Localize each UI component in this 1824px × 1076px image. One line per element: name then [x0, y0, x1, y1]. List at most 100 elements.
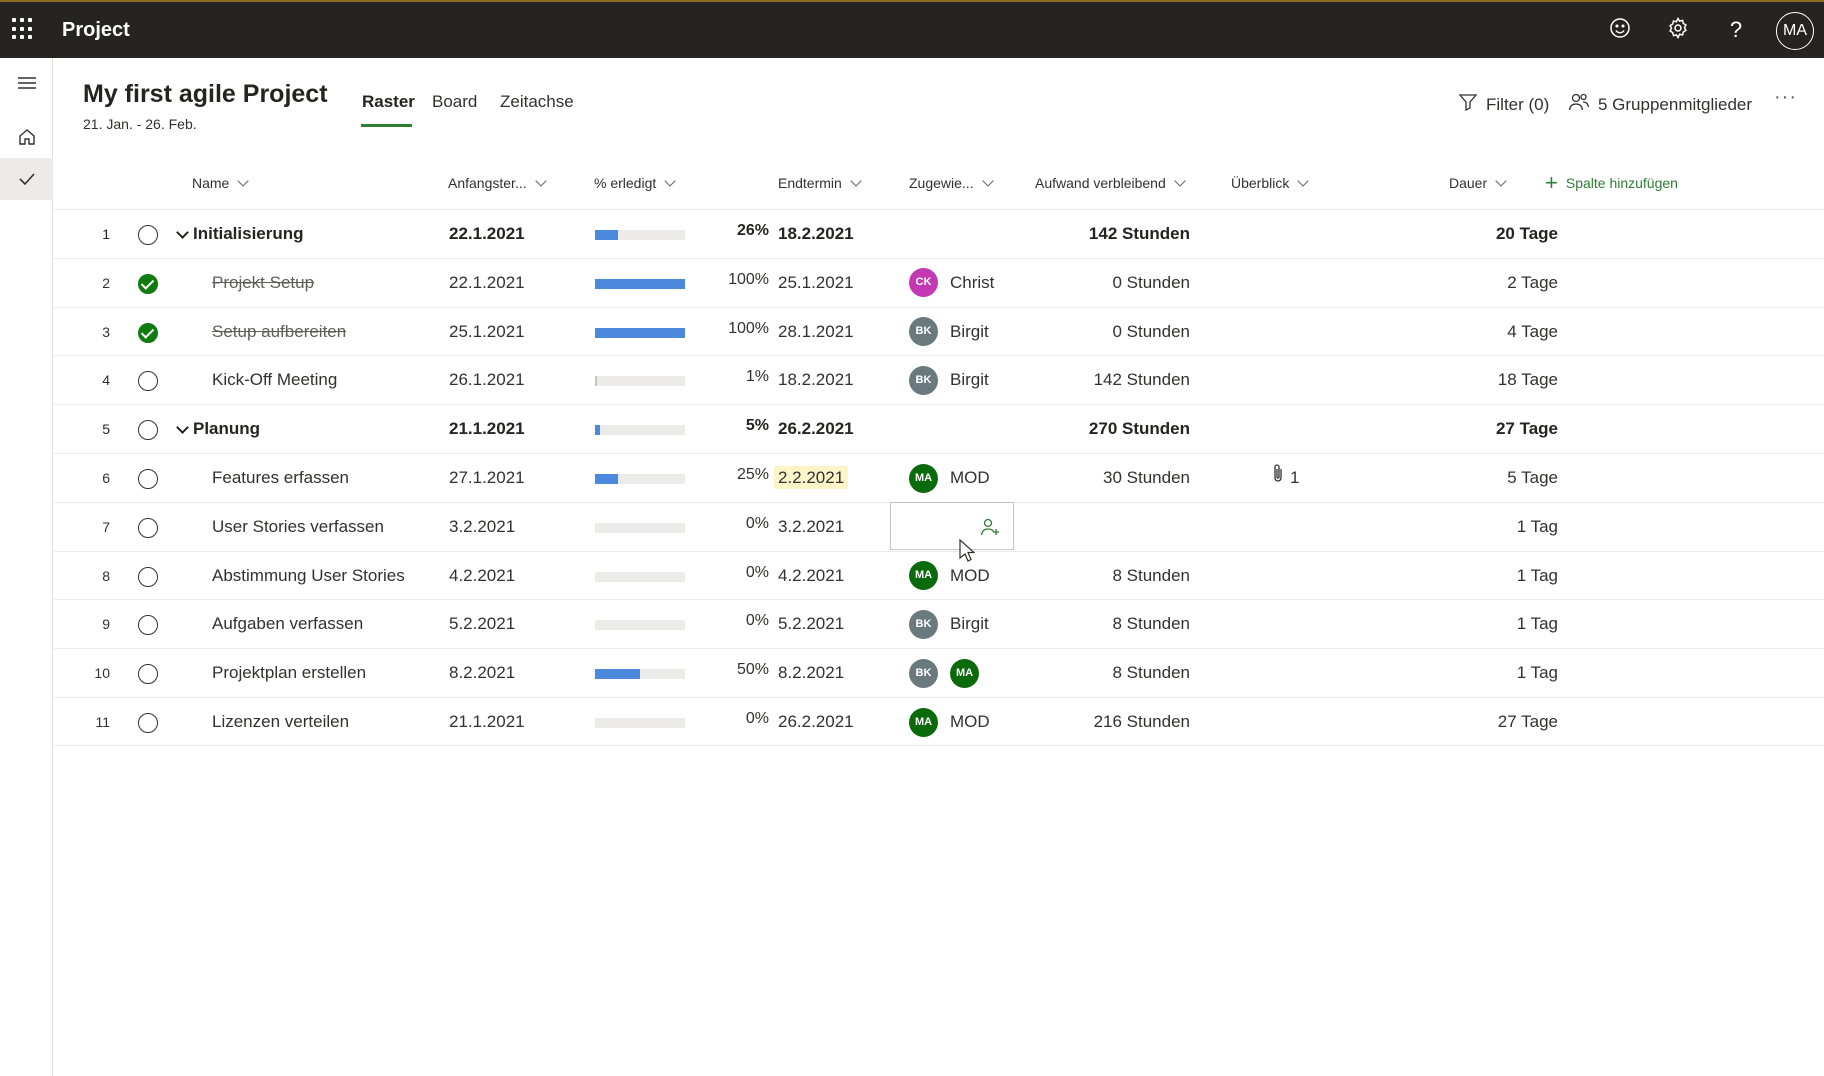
- complete-task-circle-icon[interactable]: [138, 615, 158, 636]
- end-date[interactable]: 4.2.2021: [778, 552, 844, 600]
- table-row[interactable]: 4 Kick-Off Meeting 26.1.2021 1% 18.2.2021 BK B…: [54, 355, 1824, 404]
- assignee-cell[interactable]: BK Birgit: [909, 600, 989, 648]
- start-date[interactable]: 3.2.2021: [449, 516, 516, 536]
- assignee-cell[interactable]: CK Christ: [909, 259, 994, 307]
- smiley-icon[interactable]: [1606, 16, 1634, 44]
- table-row[interactable]: 3 Setup aufbereiten 25.1.2021 100% 28.1.2021…: [54, 306, 1824, 356]
- duration[interactable]: 27 Tage: [1497, 712, 1558, 731]
- assignee-cell[interactable]: MA MOD: [909, 552, 990, 600]
- start-date[interactable]: 8.2.2021: [449, 663, 516, 683]
- complete-task-circle-icon[interactable]: [138, 664, 158, 685]
- task-name[interactable]: Initialisierung: [193, 224, 304, 243]
- task-name[interactable]: User Stories verfassen: [212, 516, 384, 536]
- start-date[interactable]: 4.2.2021: [449, 565, 516, 585]
- task-name[interactable]: Projekt Setup: [212, 272, 315, 292]
- remaining-effort[interactable]: 0 Stunden: [1112, 272, 1190, 292]
- table-row[interactable]: 1 Initialisierung 22.1.2021 26% 18.2.2021 142…: [54, 209, 1824, 258]
- table-row[interactable]: 11 Lizenzen verteilen 21.1.2021 0% 26.2.2021…: [54, 697, 1824, 746]
- start-date[interactable]: 22.1.2021: [449, 224, 525, 243]
- column-header-effort[interactable]: Aufwand verbleibend: [1035, 174, 1186, 191]
- completed-check-icon[interactable]: [138, 322, 158, 343]
- table-row[interactable]: 9 Aufgaben verfassen 5.2.2021 0% 5.2.2021 BK B…: [54, 599, 1824, 648]
- group-members-button[interactable]: 5 Gruppenmitglieder: [1568, 92, 1752, 117]
- remaining-effort[interactable]: [1004, 503, 1190, 551]
- task-name[interactable]: Aufgaben verfassen: [212, 614, 364, 634]
- duration[interactable]: 1 Tag: [1516, 614, 1558, 634]
- duration[interactable]: 2 Tage: [1507, 272, 1558, 292]
- column-header-start[interactable]: Anfangster...: [448, 174, 547, 191]
- end-date[interactable]: 8.2.2021: [778, 649, 844, 697]
- start-date[interactable]: 25.1.2021: [449, 321, 525, 341]
- percent-complete[interactable]: 100%: [728, 270, 769, 288]
- task-name[interactable]: Kick-Off Meeting: [212, 370, 338, 390]
- complete-task-circle-icon[interactable]: [138, 517, 158, 538]
- app-launcher-icon[interactable]: [12, 18, 34, 40]
- add-person-icon[interactable]: [979, 517, 1001, 542]
- remaining-effort[interactable]: 216 Stunden: [1093, 712, 1190, 731]
- percent-complete[interactable]: 100%: [728, 319, 769, 337]
- end-date[interactable]: 26.2.2021: [778, 405, 854, 453]
- column-header-percent[interactable]: % erledigt: [594, 174, 676, 191]
- complete-task-circle-icon[interactable]: [138, 469, 158, 489]
- duration[interactable]: 27 Tage: [1495, 419, 1558, 439]
- help-icon[interactable]: ?: [1729, 17, 1743, 42]
- table-row[interactable]: 8 Abstimmung User Stories 4.2.2021 0% 4.2.20…: [54, 550, 1824, 600]
- start-date[interactable]: 22.1.2021: [449, 272, 525, 292]
- percent-complete[interactable]: 0%: [745, 514, 769, 532]
- table-row[interactable]: 6 Features erfassen 27.1.2021 25% 2.2.2021 MA…: [54, 453, 1824, 502]
- complete-task-circle-icon[interactable]: [138, 371, 158, 392]
- gear-icon[interactable]: [1664, 16, 1692, 44]
- task-name[interactable]: Planung: [193, 419, 261, 439]
- percent-complete[interactable]: 0%: [745, 563, 769, 581]
- column-header-overview[interactable]: Überblick: [1231, 174, 1310, 191]
- tab-zeitachse[interactable]: Zeitachse: [500, 92, 574, 111]
- task-name[interactable]: Abstimmung User Stories: [212, 565, 405, 585]
- task-name[interactable]: Setup aufbereiten: [212, 321, 347, 341]
- column-header-duration[interactable]: Dauer: [1449, 174, 1507, 191]
- percent-complete[interactable]: 26%: [736, 222, 769, 239]
- remaining-effort[interactable]: 142 Stunden: [1093, 370, 1190, 390]
- collapse-chevron-icon[interactable]: [176, 421, 189, 435]
- table-row[interactable]: 10 Projektplan erstellen 8.2.2021 50% 8.2.20…: [54, 648, 1824, 697]
- tab-board[interactable]: Board: [432, 92, 478, 111]
- percent-complete[interactable]: 5%: [745, 417, 769, 435]
- end-date[interactable]: 28.1.2021: [778, 308, 854, 356]
- start-date[interactable]: 21.1.2021: [449, 712, 525, 731]
- complete-task-circle-icon[interactable]: [138, 566, 158, 587]
- column-header-end[interactable]: Endtermin: [778, 174, 862, 191]
- end-date[interactable]: 3.2.2021: [778, 503, 844, 551]
- overview-cell[interactable]: 1: [1272, 454, 1299, 502]
- end-date[interactable]: 5.2.2021: [778, 600, 844, 648]
- duration[interactable]: 1 Tag: [1516, 565, 1558, 585]
- tab-raster[interactable]: Raster: [362, 92, 415, 111]
- assignee-cell[interactable]: MA MOD: [909, 698, 990, 746]
- percent-complete[interactable]: 25%: [736, 466, 769, 483]
- percent-complete[interactable]: 50%: [736, 661, 769, 679]
- menu-icon[interactable]: [0, 62, 53, 104]
- remaining-effort[interactable]: 8 Stunden: [1112, 663, 1190, 683]
- task-name[interactable]: Features erfassen: [212, 468, 350, 487]
- task-name[interactable]: Projektplan erstellen: [212, 663, 367, 683]
- add-column-button[interactable]: + Spalte hinzufügen: [1545, 172, 1678, 194]
- start-date[interactable]: 21.1.2021: [449, 419, 525, 439]
- end-date[interactable]: 2.2.2021: [774, 454, 849, 502]
- duration[interactable]: 5 Tage: [1507, 468, 1558, 487]
- duration[interactable]: 1 Tag: [1516, 663, 1558, 683]
- assignee-cell[interactable]: MA MOD: [909, 454, 990, 502]
- end-date[interactable]: 25.1.2021: [778, 259, 854, 307]
- percent-complete[interactable]: 0%: [745, 612, 769, 630]
- remaining-effort[interactable]: 142 Stunden: [1088, 224, 1190, 243]
- duration[interactable]: 18 Tage: [1497, 370, 1558, 390]
- table-row[interactable]: 5 Planung 21.1.2021 5% 26.2.2021 270 Stunden 2…: [54, 404, 1824, 453]
- column-header-assigned[interactable]: Zugewie...: [909, 174, 994, 191]
- table-row[interactable]: 2 Projekt Setup 22.1.2021 100% 25.1.2021 CK Ch…: [54, 257, 1824, 307]
- tasks-check-icon[interactable]: [0, 158, 53, 200]
- task-name[interactable]: Lizenzen verteilen: [212, 712, 350, 731]
- complete-task-circle-icon[interactable]: [138, 225, 158, 245]
- remaining-effort[interactable]: 8 Stunden: [1112, 565, 1190, 585]
- remaining-effort[interactable]: 270 Stunden: [1088, 419, 1190, 439]
- home-icon[interactable]: [0, 116, 53, 158]
- start-date[interactable]: 26.1.2021: [449, 370, 525, 390]
- completed-check-icon[interactable]: [138, 273, 158, 294]
- filter-button[interactable]: Filter (0): [1458, 92, 1549, 117]
